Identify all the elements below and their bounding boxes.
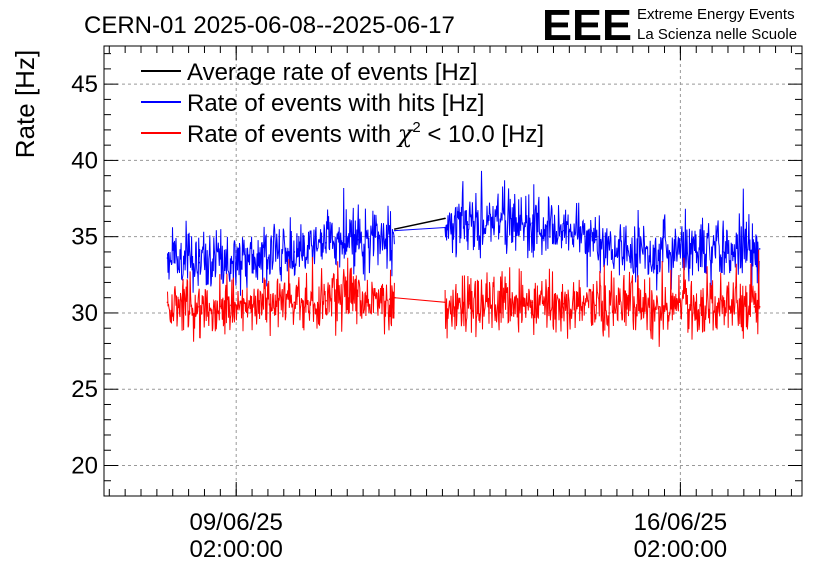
y-tick-labels: 20 25 30 35 40 45	[71, 71, 98, 479]
chart-title: CERN-01 2025-06-08--2025-06-17	[84, 12, 455, 39]
series-hits-point	[594, 238, 597, 241]
series-chi2-line	[167, 249, 760, 347]
x-tick-label: 02:00:00	[634, 536, 727, 563]
series-average	[394, 217, 446, 230]
legend: Average rate of events [Hz] Rate of even…	[141, 59, 544, 148]
y-tick-label: 25	[71, 376, 98, 403]
axis-ticks	[104, 46, 802, 497]
series-hits-line	[167, 170, 760, 298]
series-chi2-point	[658, 306, 661, 308]
y-tick-label: 45	[71, 71, 98, 98]
plot-frame	[103, 45, 803, 497]
y-tick-label: 35	[71, 224, 98, 251]
series-layer	[166, 170, 761, 347]
eee-logo: EEE Extreme Energy Events La Scienza nel…	[542, 1, 797, 50]
series-hits	[166, 170, 761, 298]
legend-label-average: Average rate of events [Hz]	[187, 59, 477, 86]
series-average-point	[444, 217, 446, 220]
series-chi2	[166, 249, 761, 347]
legend-label-hits: Rate of events with hits [Hz]	[187, 90, 484, 117]
logo-line-2: La Scienza nelle Scuole	[637, 26, 797, 43]
x-tick-label: 16/06/25	[634, 509, 727, 536]
series-average-point	[394, 228, 396, 230]
legend-label-chi2: Rate of events with χ2 < 10.0 [Hz]	[187, 119, 544, 148]
y-tick-label: 20	[71, 452, 98, 479]
logo-line-1: Extreme Energy Events	[637, 6, 795, 23]
eee-logo-mark: EEE	[542, 1, 632, 50]
series-average-line	[394, 217, 446, 230]
y-tick-label: 30	[71, 300, 98, 327]
x-tick-label: 02:00:00	[189, 536, 282, 563]
y-axis-label: Rate [Hz]	[10, 50, 40, 158]
y-tick-label: 40	[71, 147, 98, 174]
x-tick-label: 09/06/25	[189, 509, 282, 536]
series-hits-point	[758, 248, 761, 250]
